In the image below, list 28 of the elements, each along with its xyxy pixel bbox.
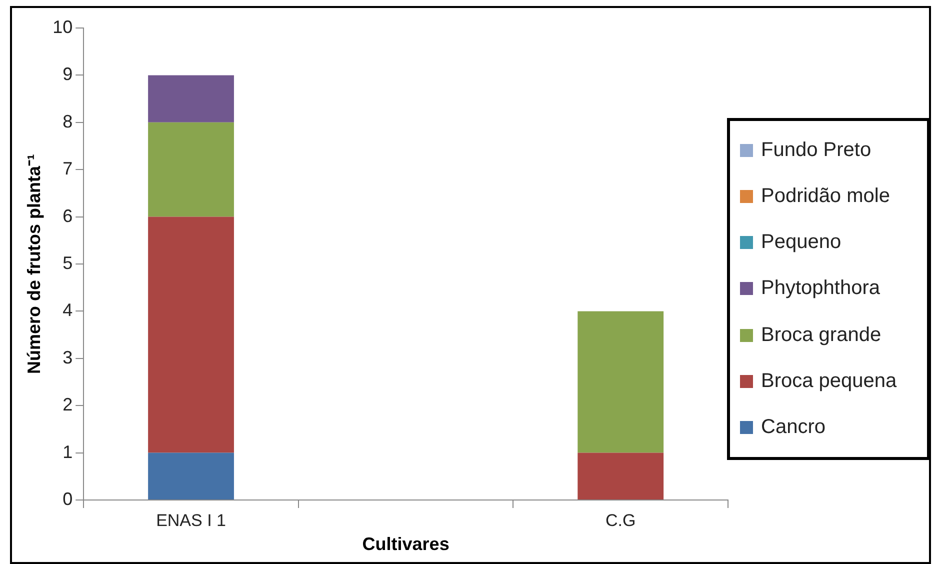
y-axis-title: Número de frutos planta⁻¹	[24, 154, 44, 374]
bar	[578, 452, 664, 500]
legend-label: Podridão mole	[761, 184, 890, 208]
y-tick-label: 5	[62, 252, 73, 273]
x-tick-label: C.G	[605, 510, 636, 530]
bar	[148, 122, 234, 217]
bar	[148, 216, 234, 453]
x-tick-label: ENAS I 1	[156, 510, 226, 530]
y-tick-label: 8	[62, 111, 73, 132]
x-axis-title: Cultivares	[362, 534, 450, 554]
y-tick-label: 10	[52, 16, 73, 37]
bar	[578, 311, 664, 453]
legend-label: Phytophthora	[761, 277, 880, 300]
legend-label: Cancro	[761, 416, 826, 440]
y-tick-label: 7	[62, 158, 73, 179]
y-tick-label: 1	[62, 442, 73, 462]
y-tick-label: 2	[62, 394, 73, 415]
legend-label: Pequeno	[761, 231, 842, 254]
bar	[148, 75, 234, 122]
y-tick-label: 4	[62, 300, 73, 320]
y-tick-label: 0	[62, 488, 73, 509]
legend-label: Broca grande	[761, 324, 882, 347]
y-tick-label: 3	[62, 347, 73, 368]
legend-label: Broca pequena	[761, 370, 897, 394]
y-tick-label: 6	[62, 206, 73, 226]
legend-label: Fundo Preto	[761, 138, 872, 162]
y-tick-label: 9	[62, 64, 73, 84]
bar	[148, 452, 234, 500]
